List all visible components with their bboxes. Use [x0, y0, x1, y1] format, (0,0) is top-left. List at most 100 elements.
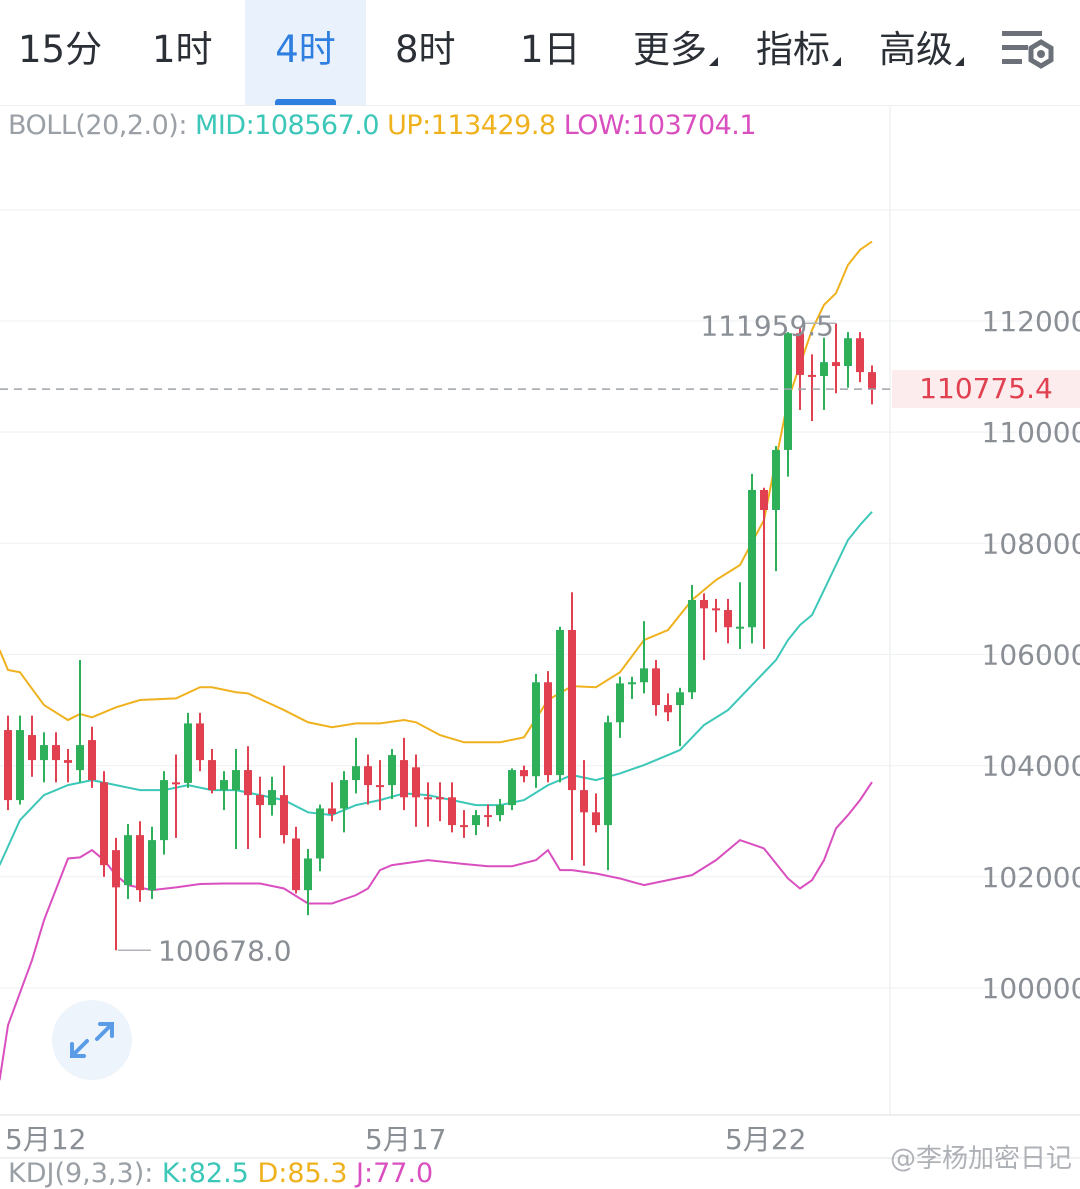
candle-up	[352, 766, 360, 781]
candle-up	[220, 780, 228, 791]
tab-advanced[interactable]: 高级	[879, 0, 964, 105]
candle-up	[40, 745, 48, 761]
candle-up	[268, 790, 276, 806]
tab-label: 1日	[520, 28, 581, 71]
y-tick-label: 112000	[982, 305, 1080, 338]
candle-down	[436, 797, 444, 800]
tab-indicators[interactable]: 指标	[756, 0, 841, 105]
candle-up	[388, 755, 396, 786]
dropdown-triangle-icon	[955, 57, 964, 66]
boll-mid: MID:108567.0	[195, 110, 380, 141]
tab-label: 1时	[152, 28, 213, 71]
candle-up	[640, 668, 648, 683]
candle-up	[628, 682, 636, 685]
candle-up	[316, 808, 324, 859]
tab-label: 指标	[756, 28, 830, 71]
tab-label: 更多	[633, 28, 707, 71]
candle-up	[184, 723, 192, 783]
dropdown-triangle-icon	[832, 57, 841, 66]
candle-up	[556, 630, 564, 776]
kdj-j: J:77.0	[356, 1158, 434, 1189]
tab-label: 4时	[275, 28, 336, 71]
candle-down	[64, 760, 72, 763]
tab-15m[interactable]: 15分	[18, 0, 102, 105]
candle-down	[460, 825, 468, 828]
candle-down	[856, 338, 864, 373]
candle-up	[748, 489, 756, 628]
candle-down	[4, 730, 12, 801]
candle-down	[400, 760, 408, 798]
expand-chart-button[interactable]	[52, 1000, 132, 1080]
candle-down	[868, 372, 876, 390]
candle-down	[256, 795, 264, 806]
candle-down	[244, 770, 252, 796]
boll-low: LOW:103704.1	[563, 110, 757, 141]
candle-up	[844, 338, 852, 367]
y-tick-label: 104000	[982, 750, 1080, 783]
candle-up	[76, 745, 84, 771]
y-tick-label: 110000	[982, 416, 1080, 449]
candle-down	[424, 797, 432, 800]
candle-down	[712, 608, 720, 611]
y-tick-label: 108000	[982, 527, 1080, 560]
candle-down	[652, 668, 660, 706]
tab-more[interactable]: 更多	[633, 0, 718, 105]
candle-up	[496, 805, 504, 816]
candle-up	[148, 840, 156, 891]
chart-settings-icon[interactable]	[1000, 28, 1058, 76]
candle-down	[328, 808, 336, 814]
candle-up	[736, 626, 744, 629]
current-price-label: 110775.4	[892, 370, 1080, 408]
kdj-legend: KDJ(9,3,3): K:82.5 D:85.3 J:77.0	[8, 1158, 433, 1189]
candle-down	[664, 705, 672, 713]
tab-8h[interactable]: 8时	[395, 0, 456, 105]
candle-down	[580, 790, 588, 813]
candle-up	[532, 682, 540, 777]
boll-up: UP:113429.8	[387, 110, 556, 141]
boll-lower-line	[0, 781, 873, 1081]
candle-down	[448, 797, 456, 826]
candle-down	[364, 766, 372, 786]
timeframe-tabs: 15分 1时 4时 8时 1日 更多 指标 高级	[0, 0, 1080, 106]
candle-down	[796, 333, 804, 375]
candle-down	[412, 767, 420, 798]
candle-up	[616, 683, 624, 723]
candle-down	[568, 630, 576, 791]
candle-down	[760, 489, 768, 510]
candle-up	[304, 858, 312, 891]
candle-up	[820, 362, 828, 377]
tab-label: 8时	[395, 28, 456, 71]
tab-label: 15分	[18, 28, 103, 71]
candle-down	[292, 838, 300, 891]
kdj-d: D:85.3	[257, 1158, 348, 1189]
candle-down	[28, 735, 36, 761]
tab-label: 高级	[879, 28, 953, 71]
selected-indicator	[275, 99, 336, 105]
dropdown-triangle-icon	[709, 57, 718, 66]
boll-name: BOLL(20,2.0):	[8, 110, 187, 141]
candle-down	[280, 795, 288, 836]
max-price-label: 111959.5	[700, 309, 834, 342]
candle-down	[100, 782, 108, 866]
candle-up	[340, 780, 348, 809]
candle-up	[16, 730, 24, 801]
candle-down	[88, 740, 96, 781]
tab-4h[interactable]: 4时	[245, 0, 366, 105]
candle-up	[688, 600, 696, 693]
candle-up	[604, 722, 612, 826]
candle-down	[808, 374, 816, 377]
candle-up	[472, 815, 480, 826]
tab-1h[interactable]: 1时	[152, 0, 213, 105]
y-tick-label: 102000	[982, 861, 1080, 894]
tab-1d[interactable]: 1日	[520, 0, 581, 105]
x-tick-label: 5月17	[365, 1123, 447, 1156]
candle-up	[160, 780, 168, 841]
candle-down	[376, 785, 384, 788]
candle-up	[124, 835, 132, 886]
candle-down	[544, 682, 552, 776]
candle-down	[832, 362, 840, 367]
candle-down	[208, 760, 216, 791]
candle-down	[52, 745, 60, 761]
candle-down	[700, 600, 708, 609]
